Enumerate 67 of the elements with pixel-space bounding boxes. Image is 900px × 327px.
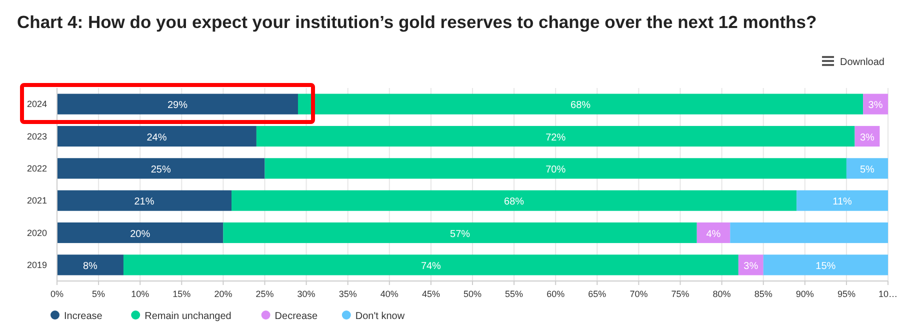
x-tick-label: 75% bbox=[671, 289, 690, 299]
data-label: 4% bbox=[706, 228, 721, 240]
x-tick-label: 25% bbox=[256, 289, 274, 299]
data-label: 72% bbox=[546, 132, 566, 144]
bar bbox=[730, 222, 888, 244]
data-label: 74% bbox=[420, 260, 442, 272]
y-tick-label: 2021 bbox=[26, 196, 47, 206]
x-tick-label: 40% bbox=[380, 289, 398, 299]
data-label: 68% bbox=[570, 100, 591, 112]
data-label: 25% bbox=[150, 164, 171, 176]
x-tick-label: 95% bbox=[837, 289, 856, 299]
bar bbox=[57, 190, 232, 211]
x-tick-label: 65% bbox=[588, 289, 606, 299]
x-tick-label: 30% bbox=[297, 289, 316, 299]
legend-label: Decrease bbox=[274, 311, 318, 322]
data-label: 5% bbox=[860, 164, 875, 176]
chart-title: Chart 4: How do you expect your institution’s gold reserves to change over the next 12 months? bbox=[17, 12, 817, 32]
x-tick-label: 70% bbox=[630, 289, 648, 299]
bar bbox=[264, 158, 846, 179]
x-tick-label: 45% bbox=[422, 289, 440, 299]
bar bbox=[256, 126, 855, 147]
data-label: 20% bbox=[130, 228, 150, 240]
bar bbox=[223, 222, 697, 244]
text: Download bbox=[840, 57, 884, 68]
bar bbox=[696, 222, 730, 244]
bar bbox=[763, 254, 888, 276]
y-tick-label: 2019 bbox=[26, 260, 47, 270]
data-label: 3% bbox=[860, 132, 875, 144]
y-tick-label: 2024 bbox=[26, 99, 47, 110]
x-tick-label: 85% bbox=[754, 289, 772, 299]
y-tick-label: 2023 bbox=[26, 131, 47, 142]
data-label: 29% bbox=[167, 100, 188, 112]
x-tick-label: 90% bbox=[796, 289, 814, 299]
legend-label: Increase bbox=[64, 311, 103, 322]
data-label: 68% bbox=[504, 196, 524, 208]
data-label: 3% bbox=[868, 100, 883, 112]
data-label: 11% bbox=[832, 196, 852, 208]
bar bbox=[232, 190, 797, 211]
data-label: 57% bbox=[450, 228, 470, 240]
data-label: 3% bbox=[744, 260, 758, 272]
data-label: 8% bbox=[83, 260, 98, 272]
x-tick-label: 5% bbox=[92, 289, 106, 299]
x-tick-label: 55% bbox=[505, 289, 524, 299]
x-tick-label: 10% bbox=[131, 289, 150, 299]
x-tick-label: 15% bbox=[172, 289, 191, 299]
y-tick-label: 2020 bbox=[26, 228, 47, 238]
bar bbox=[57, 222, 224, 244]
bar bbox=[57, 254, 124, 276]
data-label: 24% bbox=[146, 132, 167, 144]
data-label: 15% bbox=[816, 260, 836, 272]
bar bbox=[846, 158, 888, 179]
data-label: 70% bbox=[546, 164, 566, 176]
y-tick-label: 2022 bbox=[26, 163, 47, 174]
x-tick-label: 50% bbox=[463, 289, 482, 299]
x-tick-label: 60% bbox=[546, 289, 565, 299]
bar bbox=[123, 254, 738, 276]
x-tick-label: 20% bbox=[214, 289, 232, 299]
x-tick-label: 0% bbox=[50, 289, 64, 299]
x-tick-label: 10… bbox=[878, 289, 898, 299]
legend-label: Don't know bbox=[355, 311, 406, 322]
data-label: 21% bbox=[134, 196, 154, 208]
bar bbox=[796, 190, 888, 211]
x-tick-label: 35% bbox=[338, 289, 357, 299]
legend-label: Remain unchanged bbox=[144, 311, 232, 322]
x-tick-label: 80% bbox=[712, 289, 731, 299]
bar bbox=[57, 126, 256, 147]
bar bbox=[57, 158, 265, 179]
